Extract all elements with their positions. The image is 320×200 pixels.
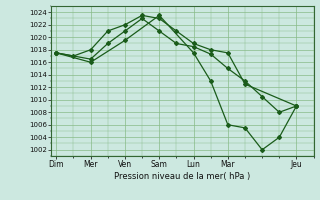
X-axis label: Pression niveau de la mer( hPa ): Pression niveau de la mer( hPa ) bbox=[114, 172, 251, 181]
